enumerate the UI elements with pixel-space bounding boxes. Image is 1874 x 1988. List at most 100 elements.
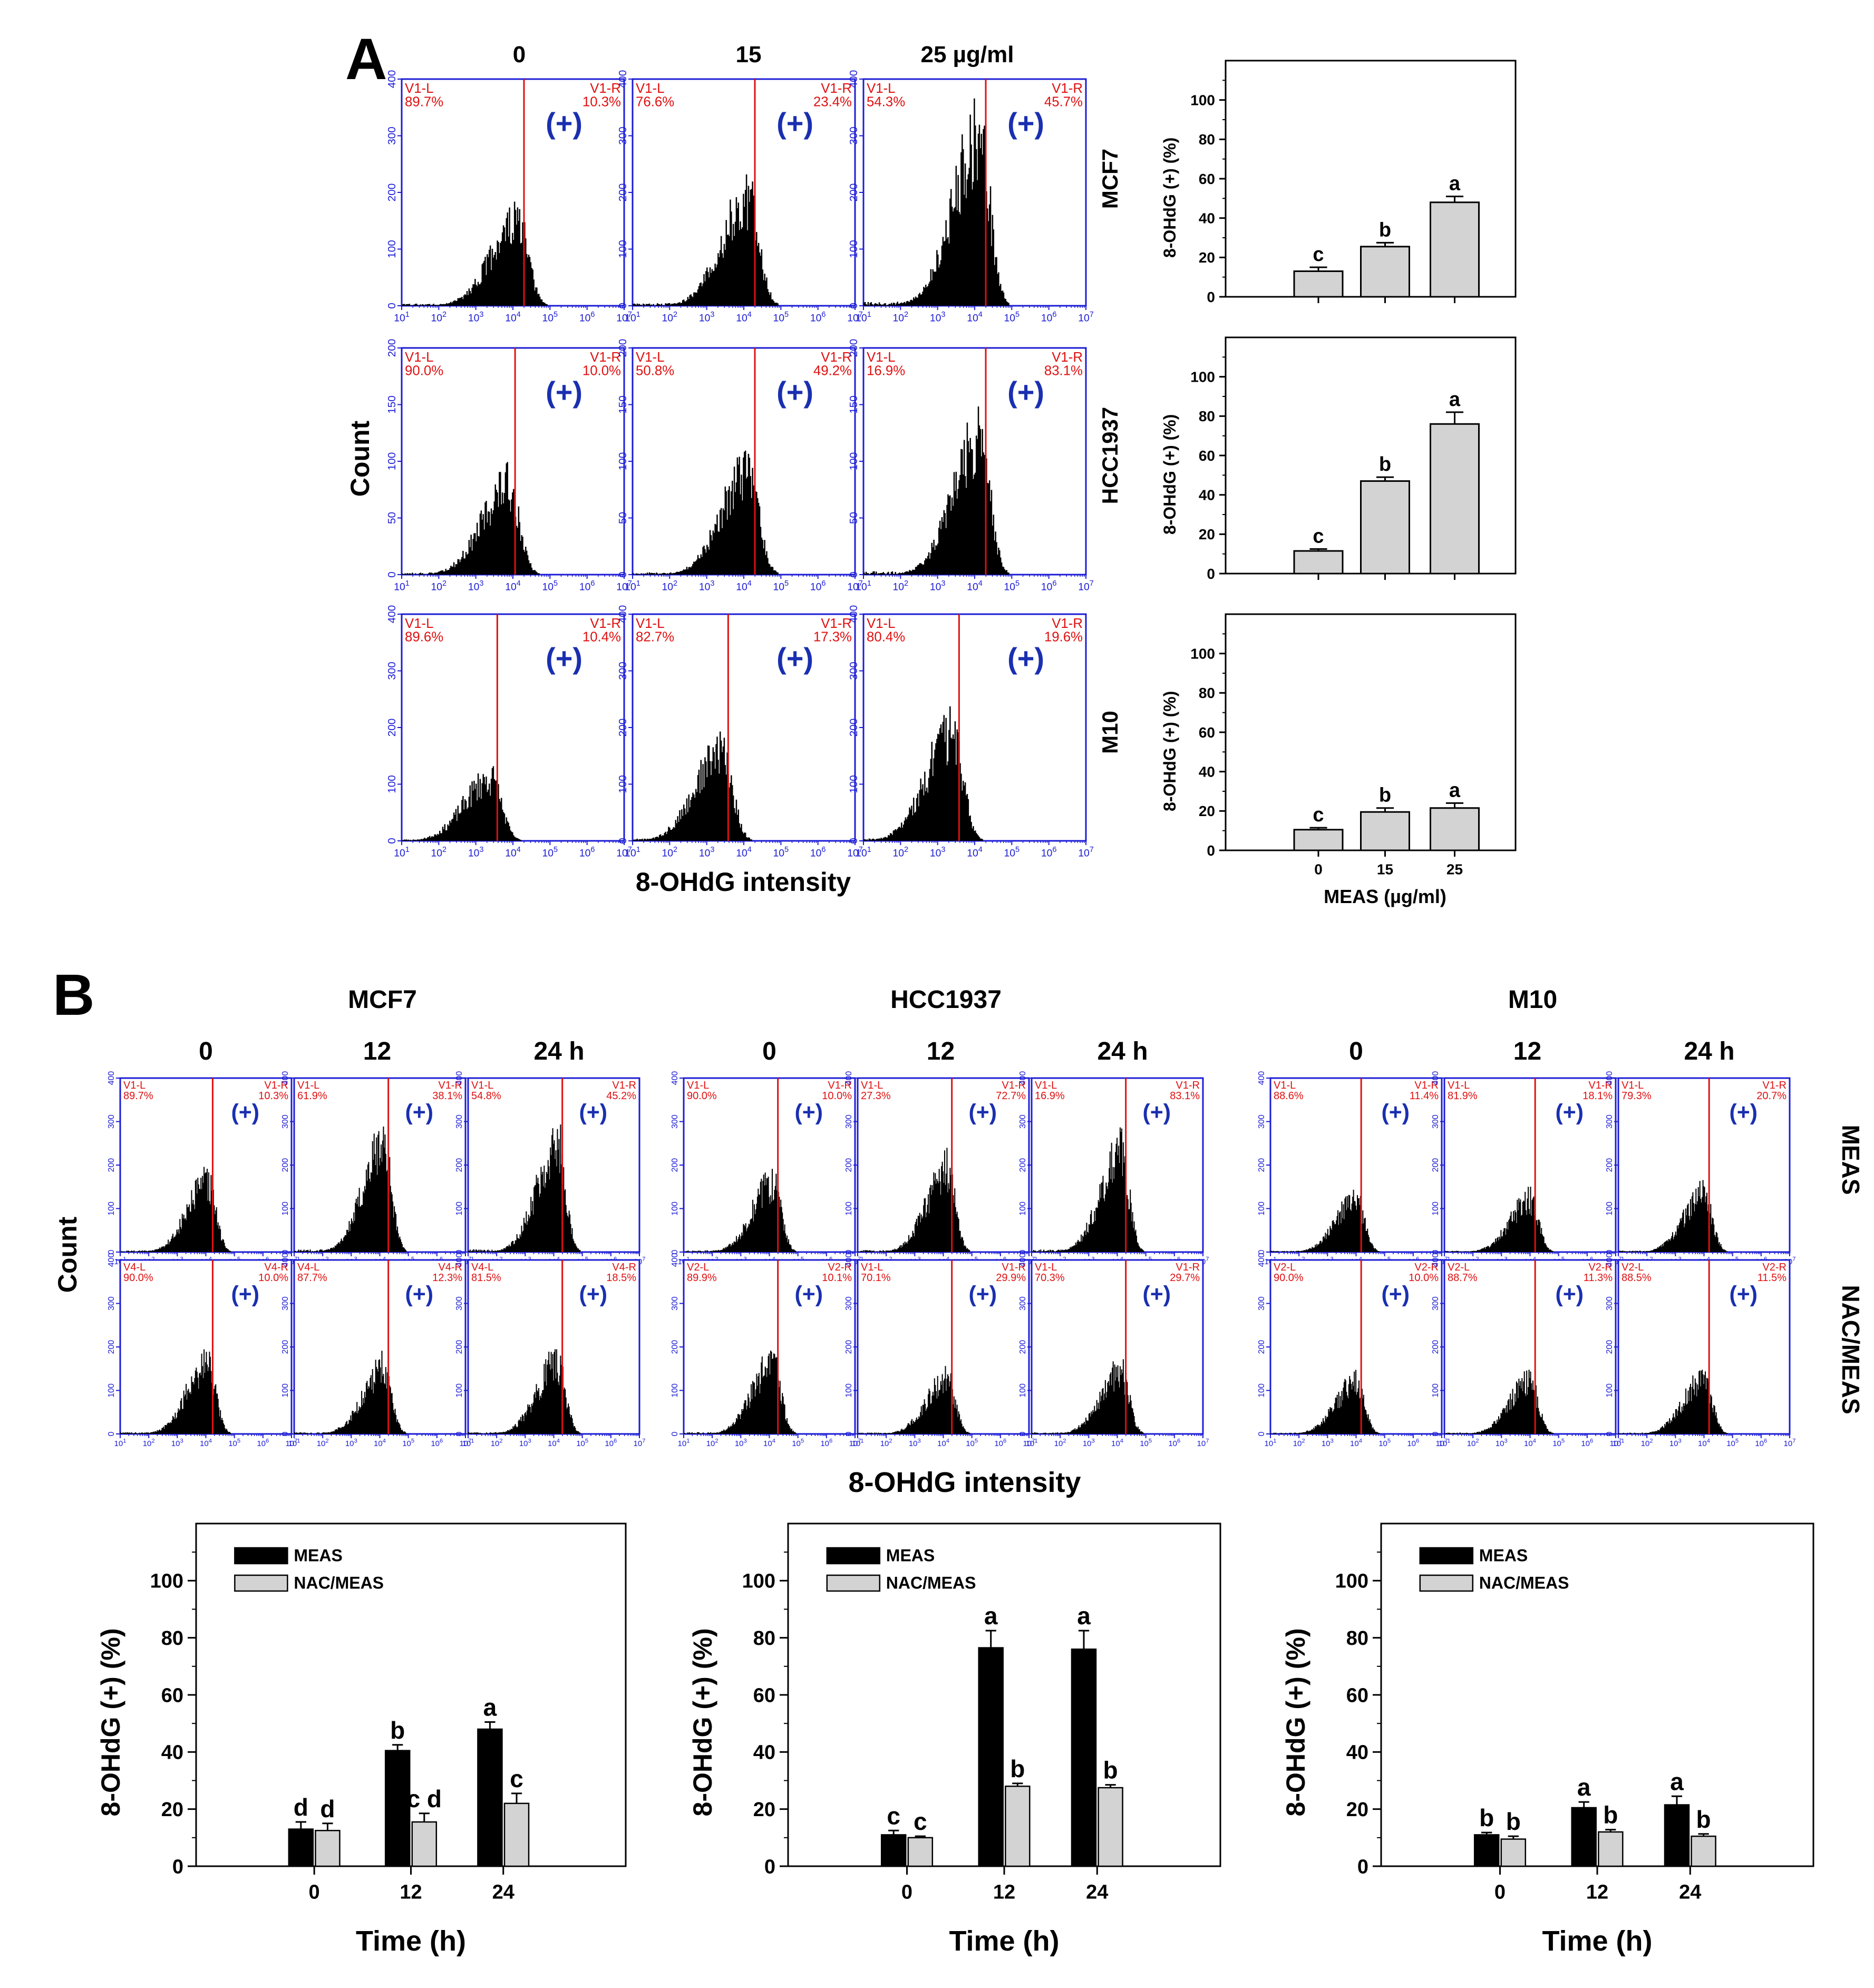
histogram-bar xyxy=(299,1432,301,1434)
histogram-bar xyxy=(1273,1250,1274,1252)
x-tick-label: 103 xyxy=(468,846,484,859)
histogram-bar xyxy=(983,452,984,575)
histogram-bar xyxy=(895,1249,896,1252)
histogram-bar xyxy=(902,825,905,841)
histogram-bar xyxy=(666,834,667,841)
histogram-bar xyxy=(865,1433,867,1434)
histogram-bar xyxy=(513,201,516,306)
histogram-bar xyxy=(424,838,425,841)
histogram-bar xyxy=(386,1388,387,1434)
histogram-bar xyxy=(468,288,470,306)
histogram-bar xyxy=(186,1220,187,1252)
histogram-bar xyxy=(402,574,403,575)
histogram-bar xyxy=(323,1432,324,1434)
histogram-bar xyxy=(1529,1214,1531,1252)
histogram-bar xyxy=(173,1419,176,1434)
histogram-bar xyxy=(665,573,666,575)
histogram-bar xyxy=(899,1246,900,1252)
histogram-bar xyxy=(905,571,907,575)
histogram-bar xyxy=(1336,1220,1337,1252)
histogram-bar xyxy=(965,1246,966,1252)
histogram-bar xyxy=(886,305,887,306)
histogram-bar xyxy=(163,1429,165,1434)
histogram-bar xyxy=(871,1433,873,1434)
histogram-bar xyxy=(1070,1431,1072,1434)
significance-letter: c xyxy=(1313,525,1324,547)
histogram-bar xyxy=(672,573,674,575)
histogram-bar xyxy=(1134,1422,1136,1434)
histogram-bar xyxy=(902,303,905,306)
x-tick-label: 101 xyxy=(678,1438,690,1448)
histogram-bar xyxy=(876,838,878,841)
histogram-bar xyxy=(917,1420,918,1434)
histogram-bar xyxy=(917,1226,918,1252)
histogram-bar xyxy=(510,243,511,306)
x-tick-label: 107 xyxy=(1078,311,1094,324)
histogram-bar xyxy=(1548,1249,1550,1252)
histogram-bar xyxy=(458,559,460,575)
histogram-bar xyxy=(150,1250,151,1252)
histogram-bar xyxy=(526,1410,528,1434)
histogram-bar xyxy=(193,1204,195,1252)
histogram-bar xyxy=(1646,1250,1648,1252)
histogram-bar xyxy=(684,1433,686,1434)
histogram-bar xyxy=(134,1433,135,1434)
histogram-bar xyxy=(726,1429,728,1434)
gate-right-name: V1-R xyxy=(1052,616,1083,631)
histogram-bar xyxy=(1318,1244,1319,1252)
histogram-bar xyxy=(1008,573,1009,575)
histogram-bar xyxy=(1305,1250,1306,1252)
histogram-bar xyxy=(477,773,479,841)
histogram-bar xyxy=(178,1234,180,1252)
histogram-bar xyxy=(921,1415,923,1434)
x-tick-label: 106 xyxy=(820,1438,832,1448)
histogram-bar xyxy=(677,571,678,575)
histogram-bar xyxy=(217,1399,219,1434)
y-tick-label: 0 xyxy=(281,1249,290,1254)
histogram-bar xyxy=(187,1207,189,1252)
histogram-bar xyxy=(888,304,890,306)
histogram-bar xyxy=(946,1379,948,1434)
y-tick-label: 300 xyxy=(671,1114,679,1129)
histogram-bar xyxy=(153,1431,154,1434)
histogram-bar xyxy=(740,1419,741,1434)
histogram-bar xyxy=(709,267,711,306)
histogram-bar xyxy=(921,1218,923,1252)
histogram-bar xyxy=(441,833,443,841)
histogram-bar xyxy=(297,1432,298,1434)
histogram-bar xyxy=(1338,1225,1339,1252)
histogram-bar xyxy=(722,1249,723,1252)
histogram-bar xyxy=(649,838,652,841)
gate-left-percent: 16.9% xyxy=(867,364,905,379)
histogram-bar xyxy=(764,1366,766,1434)
histogram-bar xyxy=(880,1432,881,1434)
histogram-bar xyxy=(383,1374,384,1434)
histogram-bar xyxy=(1351,1204,1353,1252)
histogram-bar xyxy=(895,829,896,841)
histogram-bar xyxy=(966,794,968,841)
histogram-bar xyxy=(787,1242,789,1252)
histogram-bar xyxy=(491,248,493,306)
histogram-bar xyxy=(700,1251,702,1252)
gate-left-percent: 89.6% xyxy=(405,630,443,645)
histogram-bar xyxy=(578,1250,580,1252)
histogram-bar xyxy=(178,1229,179,1252)
histogram-bar xyxy=(653,304,654,306)
histogram-bar xyxy=(365,1169,367,1252)
histogram-bar xyxy=(570,1224,571,1252)
y-tick-label: 0 xyxy=(386,303,398,308)
histogram-bar xyxy=(694,1433,695,1434)
y-tick-label: 100 xyxy=(1257,1201,1266,1216)
histogram-bar xyxy=(1043,1249,1045,1252)
histogram-bar xyxy=(941,1161,943,1252)
histogram-bar xyxy=(435,305,436,306)
histogram-bar xyxy=(636,574,638,575)
histogram-bar xyxy=(394,1206,395,1252)
histogram-bar xyxy=(1095,1207,1097,1252)
histogram-bar xyxy=(940,1195,941,1252)
histogram-bar xyxy=(917,1419,919,1434)
histogram-bar xyxy=(1451,1251,1453,1252)
histogram-bar xyxy=(493,1432,494,1434)
histogram-bar xyxy=(302,1251,303,1252)
histogram-bar xyxy=(963,1240,964,1252)
